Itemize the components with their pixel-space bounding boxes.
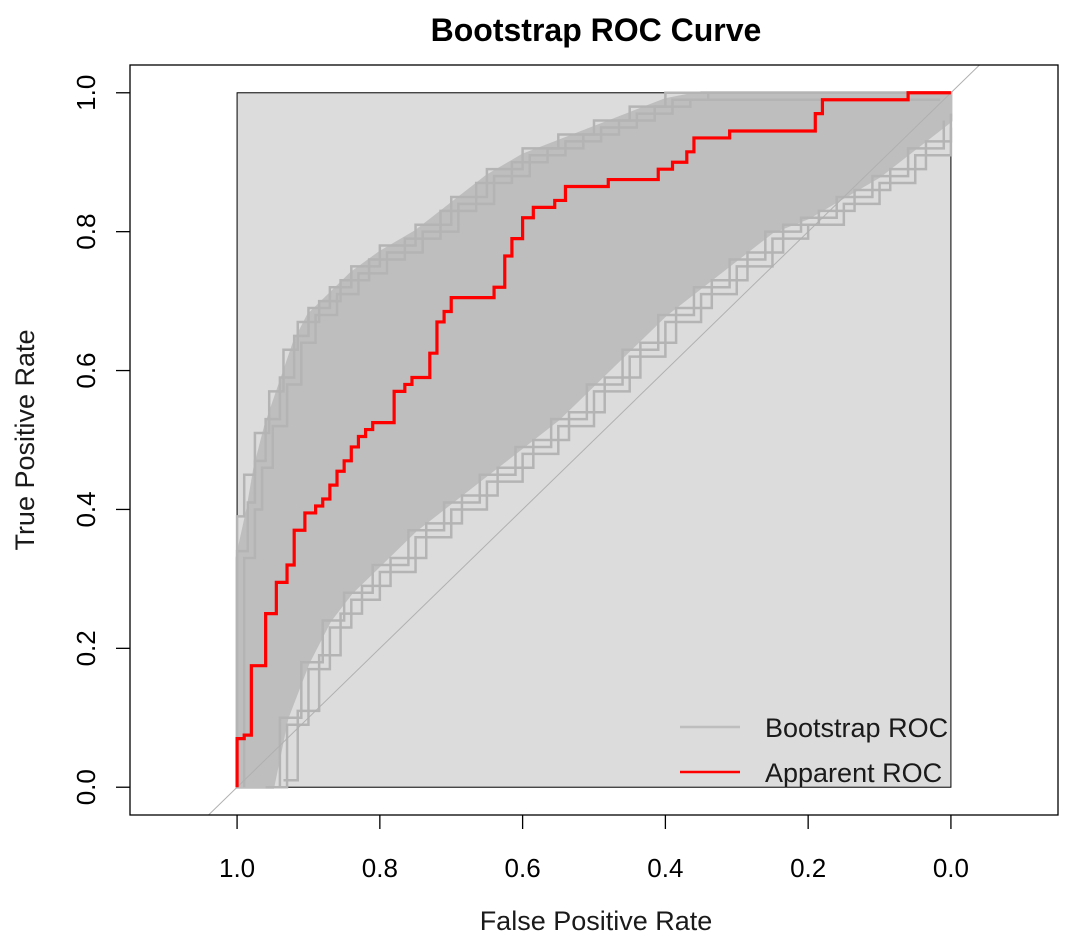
y-tick-label: 0.4 bbox=[71, 491, 101, 527]
bootstrap-roc-curve bbox=[283, 113, 953, 782]
bootstrap-roc-curve bbox=[265, 120, 946, 789]
x-tick-label: 0.8 bbox=[362, 853, 398, 883]
x-tick-label: 0.0 bbox=[933, 853, 969, 883]
x-tick-label: 0.6 bbox=[505, 853, 541, 883]
x-tick-label: 1.0 bbox=[219, 853, 255, 883]
x-tick-label: 0.2 bbox=[790, 853, 826, 883]
bootstrap-roc-curve bbox=[272, 127, 953, 789]
y-axis-label: True Positive Rate bbox=[10, 329, 40, 550]
legend: Bootstrap ROC Apparent ROC bbox=[680, 713, 948, 788]
y-axis: 0.0 0.2 0.4 0.6 0.8 1.0 bbox=[71, 75, 130, 805]
plot-area bbox=[208, 65, 980, 815]
x-axis-label: False Positive Rate bbox=[480, 906, 713, 936]
chance-diagonal bbox=[208, 65, 980, 815]
y-tick-label: 0.2 bbox=[71, 630, 101, 666]
bootstrap-roc-curve bbox=[242, 91, 951, 788]
y-tick-label: 0.6 bbox=[71, 352, 101, 388]
x-axis: 1.0 0.8 0.6 0.4 0.2 0.0 bbox=[219, 814, 969, 883]
legend-label-apparent: Apparent ROC bbox=[765, 758, 942, 788]
x-tick-label: 0.4 bbox=[647, 853, 683, 883]
y-tick-label: 0.0 bbox=[71, 769, 101, 805]
y-tick-label: 1.0 bbox=[71, 75, 101, 111]
legend-label-bootstrap: Bootstrap ROC bbox=[765, 713, 948, 743]
chart-title: Bootstrap ROC Curve bbox=[431, 12, 762, 48]
apparent-roc-curve bbox=[235, 91, 951, 788]
bootstrap-roc-envelope bbox=[235, 91, 953, 789]
y-tick-label: 0.8 bbox=[71, 214, 101, 250]
bootstrap-roc-curve bbox=[235, 91, 951, 781]
